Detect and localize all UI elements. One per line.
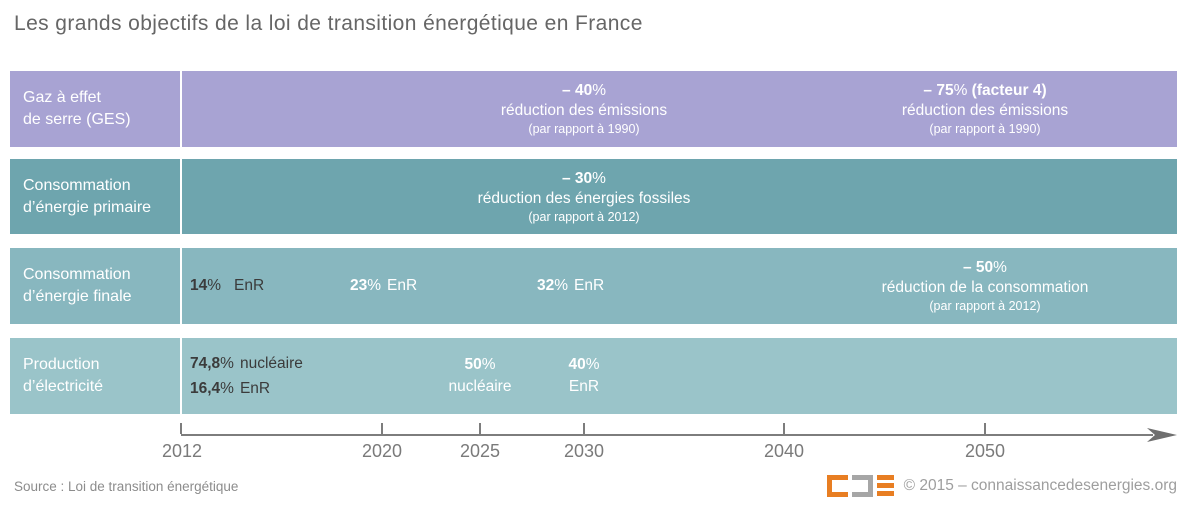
value-number: – 30 — [562, 169, 593, 187]
value-number: 16,4 — [190, 380, 221, 397]
copyright-text: © 2015 – connaissancedesenergies.org — [903, 476, 1177, 494]
value-number: – 50 — [963, 259, 994, 276]
value-percent: % — [953, 82, 968, 99]
milestone-value: – 75% (facteur 4) — [902, 81, 1068, 101]
band-production-electricite-body: 74,8% nucléaire 16,4% EnR 50% nucléaire 40… — [182, 338, 1177, 414]
stacked-unit-line: EnR — [568, 378, 600, 395]
value-percent: % — [592, 169, 606, 187]
year-label-2020: 2020 — [361, 441, 403, 461]
tick-2025 — [479, 423, 481, 434]
year-label-2030: 2030 — [563, 441, 605, 461]
milestone-desc: réduction des énergies fossiles — [477, 189, 691, 207]
value-number: 40 — [568, 356, 586, 373]
source-text: Source : Loi de transition énergétique — [14, 479, 239, 494]
value-unit: EnR — [239, 380, 271, 397]
value-unit: EnR — [387, 277, 418, 294]
logo-c-glyph — [826, 474, 848, 497]
band-conso-primaire-label: Consommation d’énergie primaire — [10, 159, 180, 234]
value-percent: % — [220, 355, 234, 372]
band-label-line: Production — [23, 356, 100, 373]
band-conso-primaire: Consommation d’énergie primaire – 30% ré… — [10, 159, 1177, 234]
band-conso-primaire-body: – 30% réduction des énergies fossiles (p… — [182, 159, 1177, 234]
band-production-electricite-label: Production d’électricité — [10, 338, 180, 414]
value-nucleaire-2012: 74,8% nucléaire — [190, 351, 303, 376]
year-label-2050: 2050 — [964, 441, 1006, 461]
milestone-desc: réduction de la consommation — [881, 279, 1089, 296]
logo-d-glyph — [851, 474, 873, 497]
band-label-line: d’énergie primaire — [23, 198, 152, 216]
band-label-line: d’énergie finale — [23, 288, 132, 305]
value-enr-2012-electricite: 16,4% EnR — [190, 376, 303, 401]
tick-2050 — [984, 423, 986, 434]
value-percent: % — [220, 380, 234, 397]
value-enr-2012: 14% EnR — [190, 277, 264, 295]
year-label-2012: 2012 — [161, 441, 203, 461]
timeline-arrow-icon — [1147, 428, 1177, 442]
year-label-2040: 2040 — [763, 441, 805, 461]
milestone-value: – 50% — [882, 258, 1089, 278]
timeline-axis — [181, 434, 1153, 436]
tick-2030 — [583, 423, 585, 434]
value-unit: EnR — [234, 277, 265, 294]
milestone-desc: réduction des émissions — [500, 102, 668, 119]
value-suffix: (facteur 4) — [967, 82, 1047, 99]
value-enr-2030: 32% EnR — [537, 277, 604, 295]
value-nucleaire-2025: 50% nucléaire — [449, 354, 512, 398]
stacked-unit-line: nucléaire — [448, 378, 512, 395]
band-conso-finale: Consommation d’énergie finale 14% EnR 23%… — [10, 248, 1177, 324]
tick-2012 — [180, 423, 182, 434]
value-number: 23 — [350, 277, 368, 294]
value-percent: % — [592, 82, 606, 99]
value-number: 32 — [537, 277, 555, 294]
milestone-finale-2050: – 50% réduction de la consommation (par … — [882, 258, 1089, 314]
milestone-note: (par rapport à 1990) — [528, 122, 640, 136]
brand-footer: © 2015 – connaissancedesenergies.org — [826, 474, 1177, 497]
tick-2020 — [381, 423, 383, 434]
band-label-line: d’électricité — [23, 378, 104, 395]
band-label-line: Gaz à effet — [23, 89, 101, 106]
value-number: 14 — [190, 277, 208, 294]
page-title: Les grands objectifs de la loi de transi… — [14, 12, 643, 35]
value-percent: % — [554, 277, 569, 294]
stacked-value-line: 40% — [568, 354, 599, 376]
milestone-note: (par rapport à 2012) — [528, 209, 640, 224]
value-number: – 75 — [923, 82, 954, 99]
logo-e-glyph — [876, 475, 894, 496]
milestone-value: – 30% — [478, 169, 691, 189]
band-production-electricite: Production d’électricité 74,8% nucléaire … — [10, 338, 1177, 414]
milestone-primaire-2030: – 30% réduction des énergies fossiles (p… — [478, 169, 691, 225]
value-number: – 40 — [562, 82, 593, 99]
band-label-line: Consommation — [23, 266, 131, 283]
milestone-note: (par rapport à 1990) — [929, 122, 1041, 136]
band-ges: Gaz à effet de serre (GES) – 40% réducti… — [10, 71, 1177, 147]
milestone-ges-2050: – 75% (facteur 4) réduction des émission… — [902, 81, 1068, 137]
milestone-ges-2030: – 40% réduction des émissions (par rappo… — [501, 81, 667, 137]
milestone-value: – 40% — [501, 81, 667, 101]
band-conso-finale-body: 14% EnR 23% EnR 32% EnR – 50% réduction de … — [182, 248, 1177, 324]
band-ges-body: – 40% réduction des émissions (par rappo… — [182, 71, 1177, 147]
value-percent: % — [993, 259, 1007, 276]
value-number: 74,8 — [190, 355, 221, 372]
value-percent: % — [367, 277, 382, 294]
band-ges-label: Gaz à effet de serre (GES) — [10, 71, 180, 147]
band-conso-finale-label: Consommation d’énergie finale — [10, 248, 180, 324]
stacked-value-line: 50% — [449, 354, 512, 376]
value-enr-2020: 23% EnR — [350, 277, 417, 295]
value-percent: % — [207, 277, 222, 294]
value-unit: EnR — [574, 277, 605, 294]
value-number: 50 — [464, 356, 482, 373]
band-label-line: Consommation — [23, 176, 131, 194]
year-label-2025: 2025 — [459, 441, 501, 461]
tick-2040 — [783, 423, 785, 434]
value-percent: % — [481, 356, 496, 373]
cde-logo-icon — [826, 474, 894, 497]
value-unit: nucléaire — [239, 355, 303, 372]
band-label-line: de serre (GES) — [23, 111, 131, 128]
milestone-note: (par rapport à 2012) — [929, 299, 1041, 313]
values-2012-mix: 74,8% nucléaire 16,4% EnR — [190, 351, 303, 401]
milestone-desc: réduction des émissions — [901, 102, 1069, 119]
value-percent: % — [585, 356, 600, 373]
value-enr-2030-electricite: 40% EnR — [568, 354, 599, 398]
